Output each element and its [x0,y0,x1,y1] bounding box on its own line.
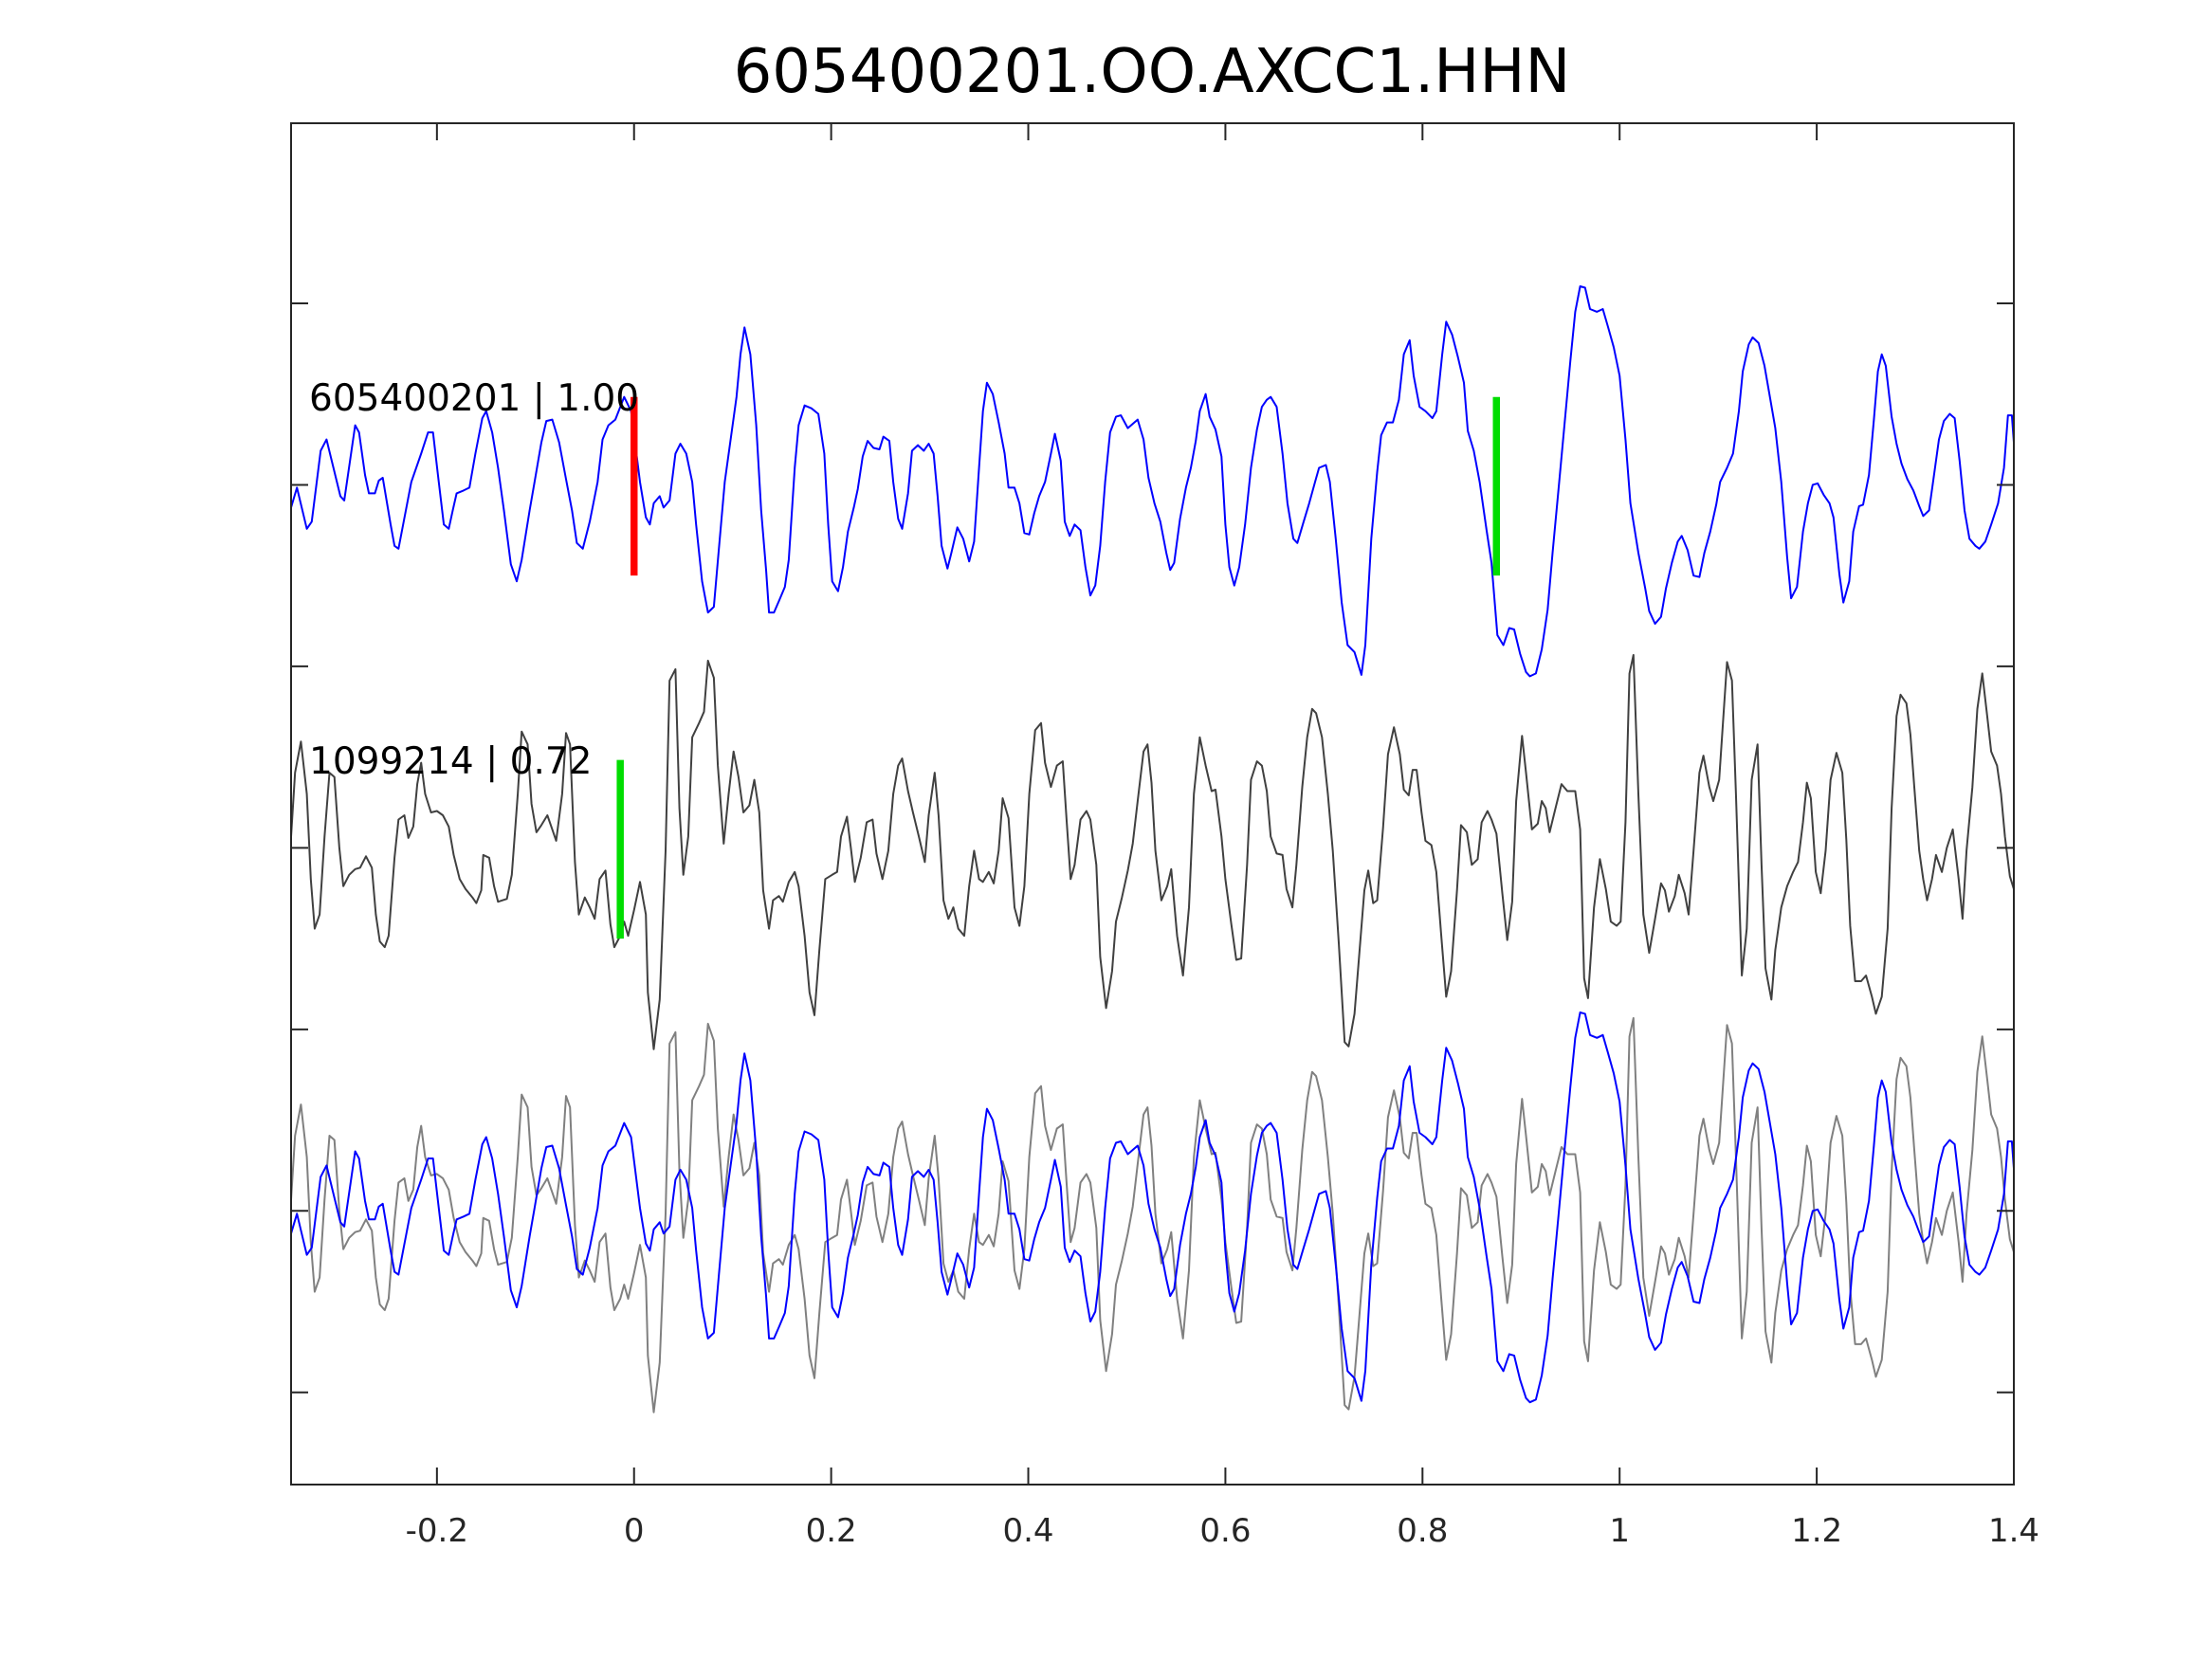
x-tick-label: -0.2 [406,1512,468,1550]
trace-label-605400201: 605400201 | 1.00 [309,377,639,420]
overlay-trace-1099214 [290,1016,2015,1413]
axis-ticks: -0.2 0 0.2 0.4 0.6 0.8 1 1.2 1.4 [291,123,2039,1550]
x-tick-label: 0 [624,1512,645,1550]
overlay-trace-605400201 [290,1011,2015,1404]
axes-frame [290,122,2015,1486]
x-tick-label: 0.4 [1002,1512,1053,1550]
x-tick-label: 0.6 [1199,1512,1251,1550]
trace-605400201 [290,285,2015,678]
x-tick-label: 1.2 [1791,1512,1842,1550]
x-tick-label: 0.8 [1397,1512,1448,1550]
trace-label-1099214: 1099214 | 0.72 [309,740,592,783]
x-tick-label: 1 [1609,1512,1630,1550]
x-tick-label: 1.4 [1988,1512,2039,1550]
chart-title: 605400201.OO.AXCC1.HHN [734,37,1571,107]
x-tick-label: 0.2 [806,1512,857,1550]
plot-area [290,285,2015,1413]
trace-1099214 [290,653,2015,1050]
